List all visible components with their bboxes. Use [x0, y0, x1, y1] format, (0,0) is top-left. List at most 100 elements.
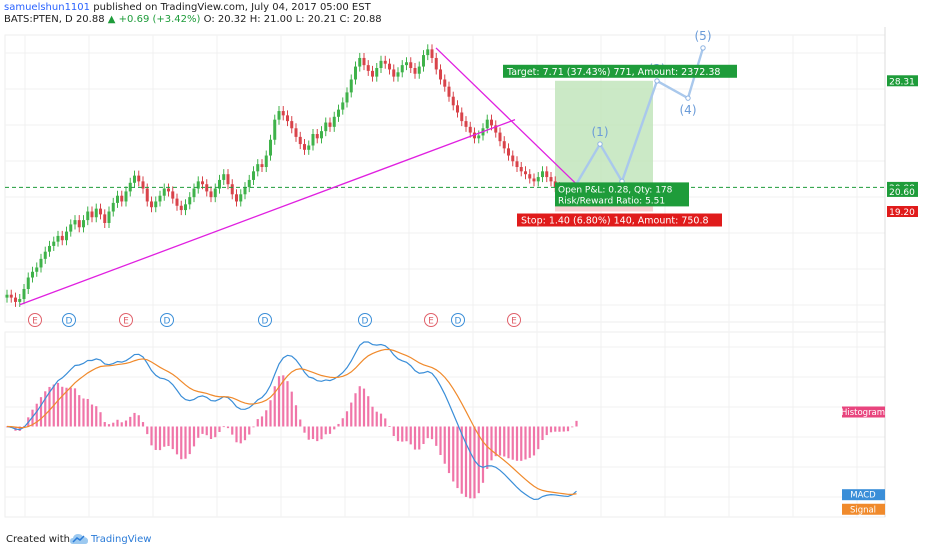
candle-body: [103, 214, 107, 223]
candle-body: [205, 184, 209, 192]
candle-body: [133, 175, 136, 183]
histogram-bar: [171, 426, 174, 450]
histogram-bar: [82, 398, 85, 427]
histogram-bar: [65, 387, 68, 427]
earnings-marker: E: [507, 313, 521, 327]
created-with-label: Created with: [6, 534, 70, 545]
histogram-bar: [31, 409, 34, 427]
candle-body: [184, 204, 187, 211]
candle-body: [239, 194, 243, 202]
histogram-bar: [316, 426, 319, 442]
histogram-bar: [328, 426, 332, 434]
candle-body: [31, 271, 34, 278]
histogram-bar: [337, 423, 340, 427]
histogram-bar: [562, 426, 565, 432]
histogram-bar: [384, 418, 387, 427]
macd-legend-text: Histogram: [841, 408, 885, 418]
histogram-bar: [409, 426, 412, 445]
event-marker-circle: [119, 313, 133, 327]
histogram-bar: [554, 426, 557, 432]
tradingview-brand[interactable]: TradingView: [91, 534, 152, 545]
histogram-bar: [286, 381, 289, 427]
candle-body: [247, 179, 251, 188]
published-text: published on TradingView.com, July 04, 2…: [93, 2, 371, 13]
histogram-bar: [486, 426, 489, 469]
candle-body: [14, 297, 17, 302]
candle-body: [383, 60, 387, 64]
histogram-bar: [209, 426, 213, 439]
candle-body: [48, 245, 51, 252]
earnings-marker: E: [28, 313, 42, 327]
histogram-bar: [532, 426, 536, 456]
price-chart[interactable]: (1)(2)(3)(4)(5)Target: 7.71 (37.43%) 771…: [0, 27, 932, 530]
macd-legend-text: Signal: [850, 505, 876, 515]
candle-body: [307, 145, 311, 150]
candle-body: [349, 79, 353, 93]
candle-body: [400, 65, 404, 73]
candle-body: [218, 179, 221, 189]
candle-body: [111, 202, 115, 212]
candle-body: [260, 164, 264, 168]
stop-label-text: Stop: 1.40 (6.80%) 140, Amount: 750.8: [521, 216, 709, 227]
candle-body: [371, 70, 374, 77]
event-marker-text: D: [164, 317, 171, 327]
histogram-bar: [545, 426, 548, 436]
candle-body: [528, 174, 532, 179]
candle-body: [294, 128, 298, 137]
candle-body: [22, 288, 26, 300]
candle-body: [430, 49, 434, 58]
histogram-bar: [167, 426, 170, 447]
histogram-bar: [575, 420, 578, 427]
candle-body: [192, 188, 196, 198]
candle-body: [477, 135, 481, 139]
price-axis-badge: 28.31: [887, 75, 918, 87]
histogram-bar: [405, 426, 408, 442]
candle-body: [5, 294, 9, 298]
histogram-bar: [163, 426, 166, 447]
macd-pane: [4, 331, 886, 518]
histogram-bar: [184, 426, 187, 459]
candle-body: [379, 60, 383, 69]
histogram-bar: [507, 426, 510, 459]
candle-body: [354, 66, 357, 80]
candle-body: [269, 139, 272, 156]
high-value: H: 21.00: [249, 14, 293, 25]
candle-body: [158, 195, 162, 202]
candle-body: [281, 111, 285, 116]
price-axis-badge-text: 28.31: [889, 77, 915, 87]
histogram-bar: [39, 397, 43, 427]
dividend-marker: D: [358, 313, 372, 327]
candle-body: [392, 69, 396, 77]
histogram-bar: [456, 426, 459, 489]
histogram-bar: [78, 395, 81, 427]
candle-body: [451, 96, 455, 106]
candle-body: [498, 132, 502, 142]
histogram-bar: [273, 386, 276, 427]
event-marker-circle: [160, 313, 174, 327]
target-label-text: Target: 7.71 (37.43%) 771, Amount: 2372.…: [506, 67, 720, 78]
candle-body: [137, 175, 141, 182]
candle-body: [167, 188, 170, 192]
histogram-bar: [524, 426, 527, 460]
histogram-bar: [379, 413, 383, 427]
histogram-bar: [477, 426, 480, 494]
candle-body: [413, 68, 417, 74]
histogram-bar: [324, 426, 327, 435]
candle-body: [9, 294, 13, 298]
candle-body: [264, 155, 268, 168]
event-marker-text: D: [262, 317, 269, 327]
candle-body: [502, 141, 506, 149]
histogram-bar: [481, 426, 485, 483]
histogram-bar: [86, 398, 89, 427]
candle-body: [77, 220, 81, 228]
position-pnl-text: Open P&L: 0.28, Qty: 178: [558, 185, 673, 195]
histogram-bar: [515, 426, 519, 461]
histogram-bar: [367, 396, 370, 427]
histogram-bar: [146, 426, 149, 435]
histogram-bar: [69, 387, 72, 427]
event-marker-text: D: [66, 317, 73, 327]
histogram-bar: [61, 386, 64, 427]
author-name[interactable]: samuelshun1101: [4, 2, 91, 13]
macd-legend-text: MACD: [850, 491, 876, 501]
histogram-bar: [248, 426, 251, 435]
